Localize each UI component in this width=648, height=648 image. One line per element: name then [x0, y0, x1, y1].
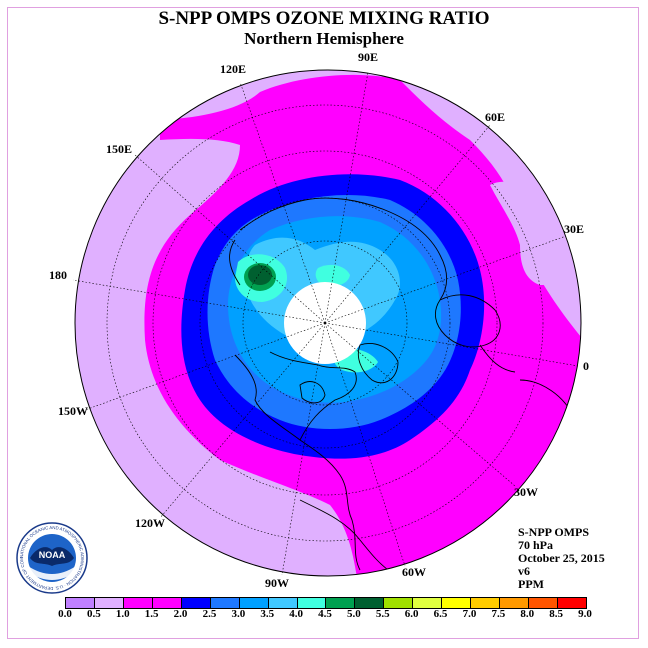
lon-label-30e: 30E	[564, 222, 585, 236]
info-date: October 25, 2015	[518, 551, 605, 565]
lon-label-0: 0	[583, 359, 589, 373]
meridian-180	[72, 279, 326, 324]
color-scale-segment	[442, 598, 472, 608]
lon-label-120w: 120W	[135, 516, 165, 530]
color-scale-segment	[557, 598, 586, 608]
color-scale-segment	[239, 598, 269, 608]
info-units: PPM	[518, 577, 544, 591]
page-title: S-NPP OMPS OZONE MIXING RATIO	[158, 8, 490, 29]
lon-label-120e: 120E	[220, 62, 247, 76]
color-scale-tick-label: 0.0	[58, 608, 72, 620]
color-scale-tick-label: 2.5	[202, 608, 217, 620]
info-instrument: S-NPP OMPS	[518, 525, 589, 539]
color-scale-tick-label: 7.0	[462, 608, 477, 620]
lon-label-150e: 150E	[106, 142, 133, 156]
lon-label-90e: 90E	[358, 50, 379, 64]
info-version: v6	[518, 564, 530, 578]
color-scale-tick-label: 2.0	[173, 608, 188, 620]
meridian-60w	[324, 322, 406, 567]
meridian-150w	[84, 322, 326, 411]
coastline-greenland	[357, 343, 399, 384]
color-scale-tick-label: 3.5	[260, 608, 275, 620]
lon-label-90w: 90W	[265, 576, 289, 590]
meridian-150e	[134, 154, 326, 324]
color-scale-tick-label: 8.5	[549, 608, 563, 620]
color-scale-tick-label: 3.0	[231, 608, 246, 620]
coastline-hudson-bay	[299, 381, 326, 404]
color-scale-tick-label: 4.0	[289, 608, 303, 620]
color-scale-segment	[355, 598, 385, 608]
color-scale-segment	[123, 598, 153, 608]
color-scale-tick-label: 1.0	[115, 608, 130, 620]
color-scale-segment	[500, 598, 529, 608]
color-scale-segment	[529, 598, 558, 608]
color-scale-segment	[384, 598, 414, 608]
color-scale-tick-label: 1.5	[144, 608, 159, 620]
meridian-30e	[324, 235, 567, 324]
color-scale-ticks: 0.0 0.5 1.0 1.5 2.0 2.5 3.0 3.5 4.0 4.5 5.0 5.5 6.0 6…	[49, 608, 601, 624]
lon-label-180: 180	[49, 268, 67, 282]
coastline-europe	[434, 294, 516, 373]
meridian-90e	[324, 71, 369, 324]
page-subtitle: Northern Hemisphere	[244, 29, 404, 48]
map-disk-outline	[74, 69, 582, 577]
color-scale-segment	[94, 598, 124, 608]
color-scale-tick-label: 7.5	[491, 608, 506, 620]
color-scale-tick-label: 4.5	[318, 608, 332, 620]
color-scale-segment	[210, 598, 240, 608]
color-scale-segment	[66, 598, 95, 608]
color-scale-segment	[413, 598, 443, 608]
product-info: S-NPP OMPS 70 hPa October 25, 2015 v6 PP…	[518, 526, 605, 591]
lon-label-60e: 60E	[485, 110, 506, 124]
latitude-circle-30n	[106, 104, 544, 542]
color-scale-tick-label: 9.0	[578, 608, 592, 620]
color-scale-segment	[268, 598, 298, 608]
latitude-circle-60n	[199, 197, 451, 449]
color-scale-segment	[471, 598, 501, 608]
color-scale-tick-label: 5.5	[375, 608, 390, 620]
lon-label-150w: 150W	[58, 404, 88, 418]
meridian-0	[324, 322, 579, 367]
color-scale-segment	[152, 598, 182, 608]
noaa-logo-icon: NATIONAL OCEANIC AND ATMOSPHERIC ADMINIS…	[16, 522, 88, 594]
latitude-circle-70n	[242, 240, 408, 406]
color-scale-tick-label: 8.0	[520, 608, 535, 620]
color-scale-tick-label: 5.0	[347, 608, 361, 620]
coastline-north-america	[234, 351, 361, 571]
color-scale-bar	[65, 597, 587, 609]
ozone-region-cyan-2	[315, 264, 350, 287]
coastline-asia	[229, 197, 448, 301]
meridian-60e	[324, 124, 491, 324]
color-scale-segment	[297, 598, 327, 608]
graticule	[72, 71, 579, 576]
color-scale-tick-label: 6.5	[433, 608, 448, 620]
ozone-region-dark-green	[248, 265, 272, 285]
meridian-120w	[159, 322, 326, 519]
ozone-region-lavender-30e	[490, 181, 571, 285]
coastlines	[229, 197, 577, 576]
meridian-120e	[239, 81, 326, 324]
color-scale-segment	[326, 598, 356, 608]
coastline-south-america	[299, 499, 396, 576]
lon-label-30w: 30W	[514, 485, 538, 499]
color-scale-tick-label: 0.5	[87, 608, 101, 620]
latitude-circle-45n	[152, 150, 498, 496]
meridian-90w	[281, 322, 326, 576]
color-scale-segment	[181, 598, 211, 608]
info-level: 70 hPa	[518, 538, 554, 552]
map-frame	[7, 7, 639, 639]
lon-label-60w: 60W	[402, 565, 426, 579]
color-scale-tick-label: 6.0	[404, 608, 419, 620]
logo-text: NOAA	[39, 550, 66, 560]
